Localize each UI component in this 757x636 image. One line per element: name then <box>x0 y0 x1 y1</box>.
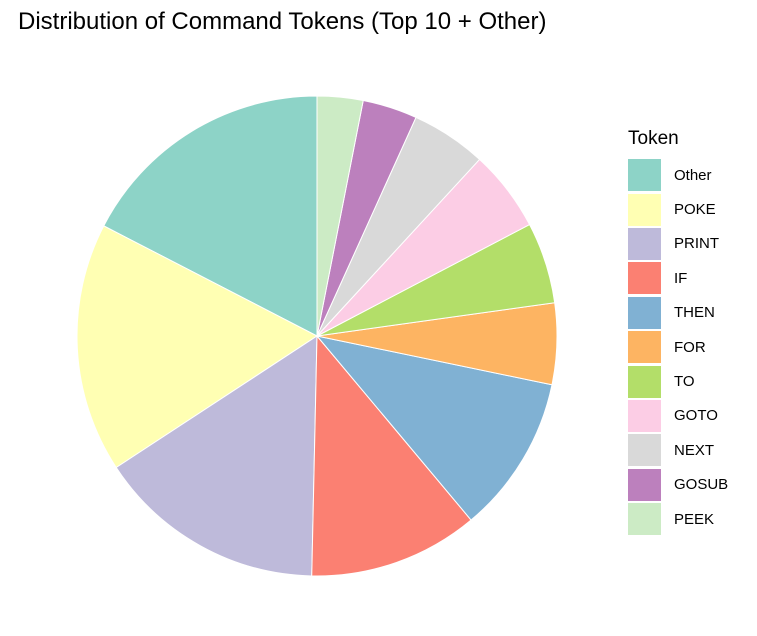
legend-label: IF <box>674 269 688 287</box>
pie-slice-print <box>115 335 318 577</box>
legend-swatch <box>628 399 661 432</box>
legend-swatch <box>628 159 661 192</box>
legend-swatch <box>628 331 661 364</box>
legend-item-poke: POKE <box>628 192 728 226</box>
legend-swatch <box>628 365 661 398</box>
legend-label: PRINT <box>674 235 719 253</box>
chart-title: Distribution of Command Tokens (Top 10 +… <box>18 8 547 35</box>
legend-swatch <box>628 193 661 226</box>
legend-swatch <box>628 262 661 295</box>
legend-item-gosub: GOSUB <box>628 468 728 502</box>
pie-slice-if <box>311 334 472 577</box>
legend: Token Other POKE PRINT IF THEN FOR TO GOTO NEXT G… <box>628 128 728 536</box>
legend-items: Other POKE PRINT IF THEN FOR TO GOTO NEXT GOSUB PE… <box>628 158 728 536</box>
legend-label: GOSUB <box>674 476 729 494</box>
legend-swatch <box>628 503 661 536</box>
pie-slice-poke <box>76 225 318 469</box>
legend-item-peek: PEEK <box>628 502 728 536</box>
legend-item-for: FOR <box>628 330 728 364</box>
legend-swatch <box>628 434 661 467</box>
legend-label: PEEK <box>674 510 715 528</box>
legend-item-other: Other <box>628 158 728 192</box>
legend-label: THEN <box>674 304 715 322</box>
legend-item-next: NEXT <box>628 433 728 467</box>
legend-label: TO <box>674 373 695 391</box>
legend-swatch <box>628 468 661 501</box>
legend-swatch <box>628 296 661 329</box>
legend-label: FOR <box>674 338 706 356</box>
legend-item-goto: GOTO <box>628 399 728 433</box>
pie-slice-then <box>315 335 553 521</box>
legend-label: Other <box>674 166 712 184</box>
legend-item-print: PRINT <box>628 227 728 261</box>
legend-swatch <box>628 227 661 260</box>
legend-label: GOTO <box>674 407 718 425</box>
legend-item-to: TO <box>628 364 728 398</box>
pie-slice-peek <box>316 95 364 337</box>
legend-item-if: IF <box>628 261 728 295</box>
legend-title: Token <box>628 128 679 149</box>
legend-label: NEXT <box>674 441 715 459</box>
legend-item-then: THEN <box>628 296 728 330</box>
pie-slice-other <box>103 95 318 337</box>
legend-label: POKE <box>674 201 716 219</box>
